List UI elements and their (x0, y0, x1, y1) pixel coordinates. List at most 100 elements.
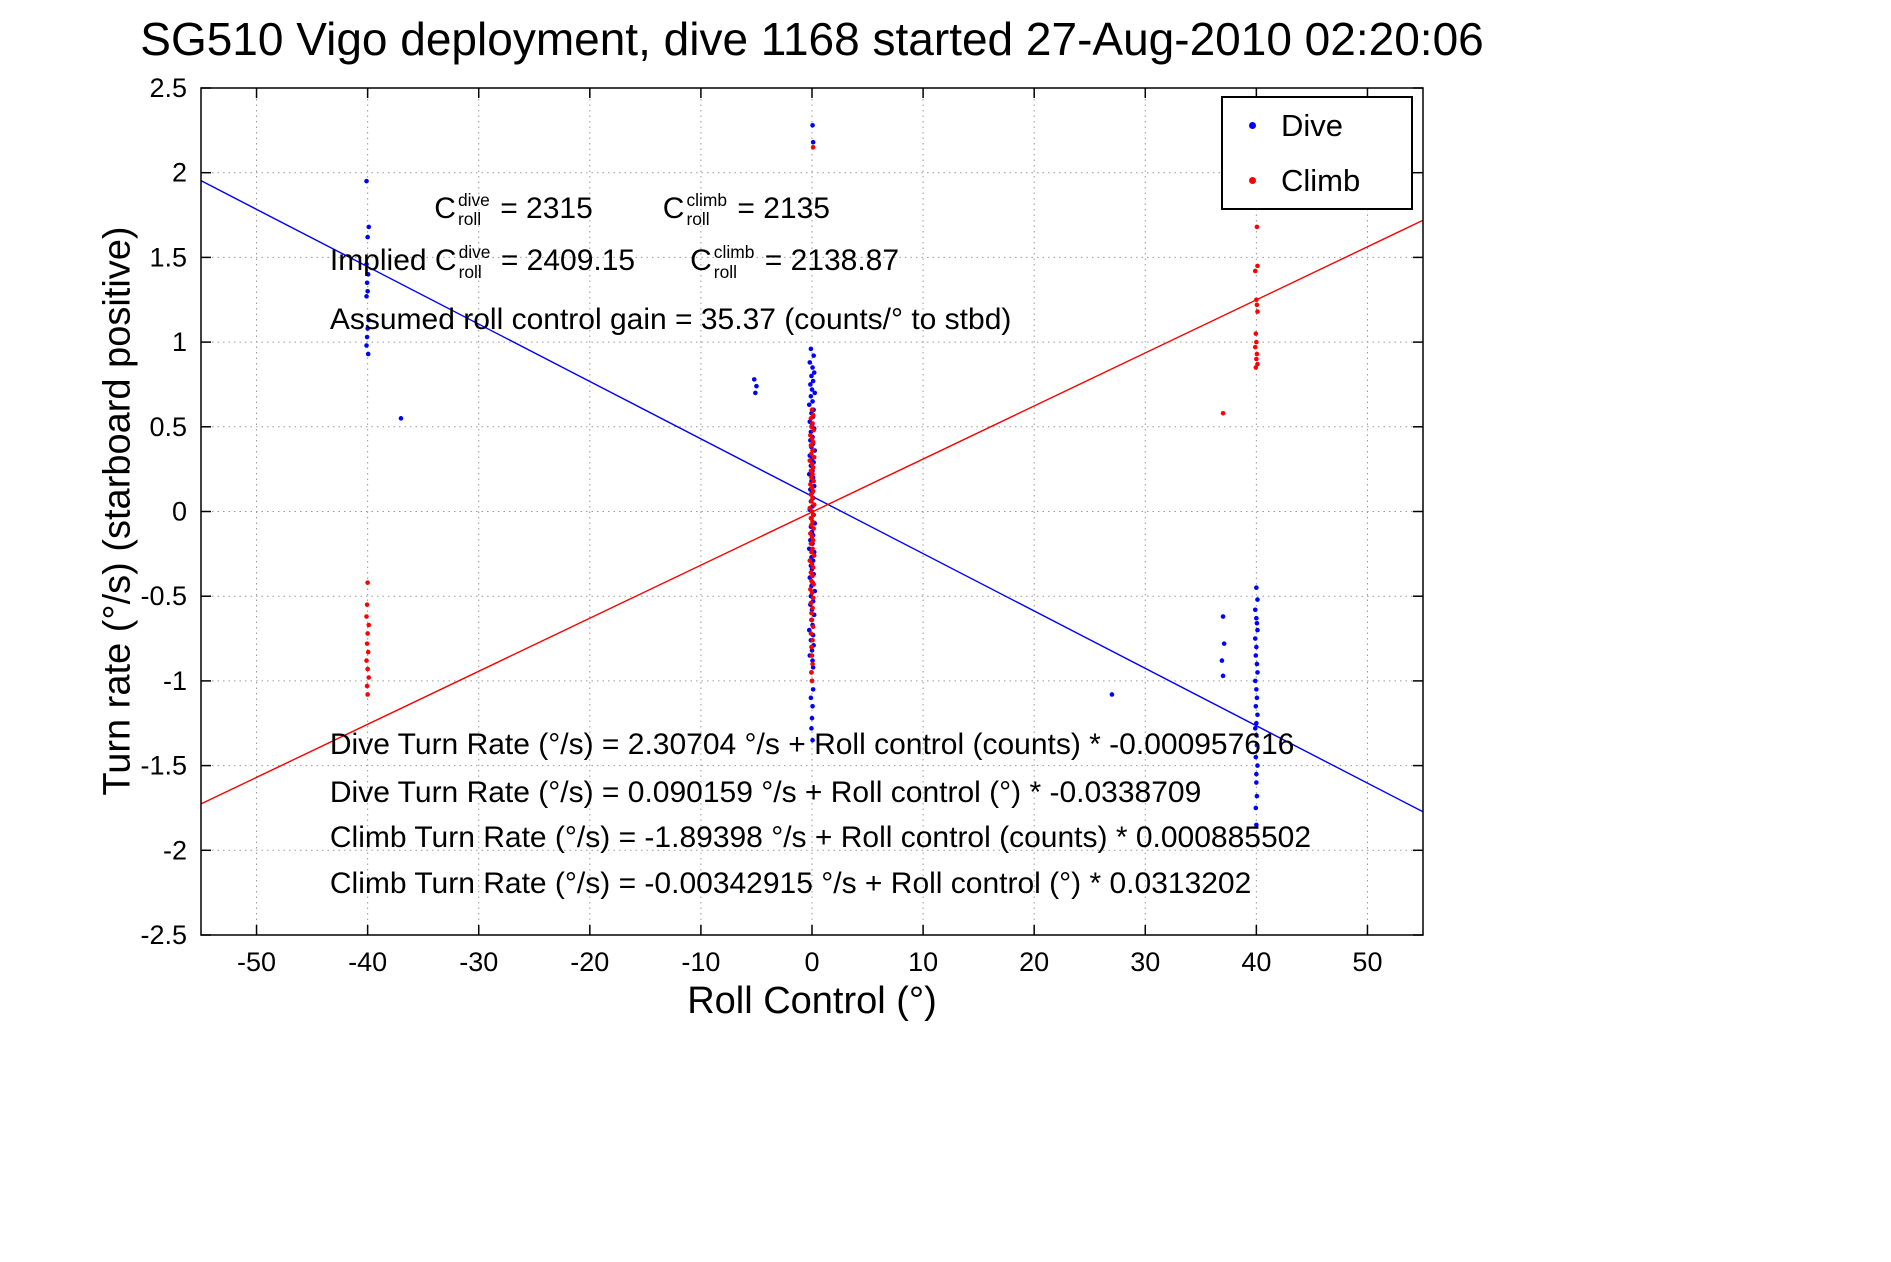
dive-point (810, 399, 815, 404)
climb-point (364, 683, 370, 689)
y-axis-label: Turn rate (°/s) (starboard positive) (96, 226, 139, 796)
legend-label-climb: Climb (1281, 162, 1361, 198)
climb-point (1254, 339, 1259, 345)
dive-point (754, 383, 759, 389)
dive-point (365, 288, 370, 294)
dive-point (1254, 621, 1260, 626)
dive-point (1252, 636, 1258, 641)
climb-point (1254, 297, 1259, 303)
climb-point (1252, 268, 1258, 274)
climb-point-icon (1223, 177, 1281, 184)
climb-point (810, 605, 815, 611)
climb-point (809, 407, 815, 413)
climb-point (809, 590, 815, 596)
climb-point (811, 454, 817, 460)
climb-point (366, 675, 372, 680)
dive-point (1254, 732, 1259, 738)
climb-point (810, 637, 815, 643)
climb-point (810, 412, 816, 418)
dive-point (811, 353, 816, 358)
dive-point (366, 224, 372, 230)
x-axis-label: Roll Control (°) (687, 980, 937, 1022)
dive-point (1254, 720, 1259, 726)
dive-point (365, 272, 371, 277)
dive-point (809, 715, 815, 721)
x-tick-label: 10 (908, 947, 938, 977)
climb-point (1252, 344, 1258, 350)
y-tick-label: -0.5 (140, 581, 187, 611)
y-tick-label: 0 (172, 497, 187, 527)
dive-point (1253, 754, 1259, 760)
y-tick-label: -1.5 (140, 751, 187, 781)
climb-point (364, 614, 369, 619)
climb-point (1255, 263, 1260, 269)
climb-point (810, 661, 815, 667)
climb-point (365, 666, 370, 672)
dive-point (812, 390, 818, 396)
dive-point (806, 546, 812, 552)
dive-marker-dot (1248, 122, 1256, 129)
y-tick-label: -2.5 (140, 920, 187, 950)
dive-point (1253, 805, 1259, 811)
dive-point (808, 346, 814, 352)
climb-point (365, 692, 370, 697)
dive-point (1253, 653, 1259, 658)
legend-entry-dive: Dive (1223, 98, 1411, 153)
climb-points (364, 122, 1260, 697)
climb-point (809, 617, 815, 623)
dive-point (1255, 763, 1260, 768)
climb-point (809, 610, 814, 616)
dive-point (1254, 661, 1260, 667)
climb-point (364, 658, 369, 663)
climb-point (808, 443, 814, 448)
climb-point (809, 522, 814, 528)
y-tick-label: 2.5 (149, 73, 187, 103)
dive-point (365, 351, 371, 357)
x-tick-label: -40 (348, 947, 387, 977)
x-tick-label: 40 (1241, 947, 1271, 977)
dive-point (1109, 692, 1115, 697)
climb-point (1254, 302, 1260, 308)
climb-point (810, 512, 816, 518)
climb-point (807, 505, 813, 511)
dive-point (1254, 771, 1259, 777)
dive-point (364, 294, 369, 299)
dive-point (810, 365, 815, 370)
dive-point (1254, 822, 1259, 828)
x-tick-label: -20 (570, 947, 609, 977)
legend-label-dive: Dive (1281, 107, 1344, 143)
climb-point (810, 537, 816, 543)
climb-point (1253, 365, 1259, 370)
dive-point (811, 370, 817, 375)
climb-point (1254, 351, 1260, 357)
climb-point (811, 526, 816, 531)
y-tick-label: 1 (172, 327, 187, 357)
climb-point (808, 416, 814, 421)
legend-entry-climb: Climb (1223, 153, 1411, 208)
dive-point (1252, 607, 1258, 613)
dive-point (808, 394, 814, 399)
climb-point (809, 499, 814, 504)
dive-point (810, 737, 815, 743)
dive-point (1254, 793, 1260, 799)
ticks: -50 -40 -30 -20 -10 0 10 20 30 40 50-2.5-2-1.5-1-0… (140, 73, 1423, 977)
climb-point (809, 451, 814, 457)
x-tick-label: 0 (804, 947, 819, 977)
dive-point (1255, 670, 1260, 675)
dive-point-icon (1223, 122, 1281, 129)
climb-point (365, 649, 371, 655)
climb-point (810, 465, 816, 470)
climb-point (810, 565, 816, 570)
climb-point (810, 144, 816, 150)
dive-point (807, 360, 813, 365)
dive-point (1254, 644, 1259, 650)
x-tick-label: 20 (1019, 947, 1049, 977)
dive-point (810, 704, 815, 709)
climb-point (809, 475, 814, 480)
dive-point (809, 373, 814, 379)
dive-point (810, 665, 816, 670)
climb-point (809, 653, 815, 658)
dive-point (809, 387, 815, 392)
climb-point (809, 678, 815, 684)
